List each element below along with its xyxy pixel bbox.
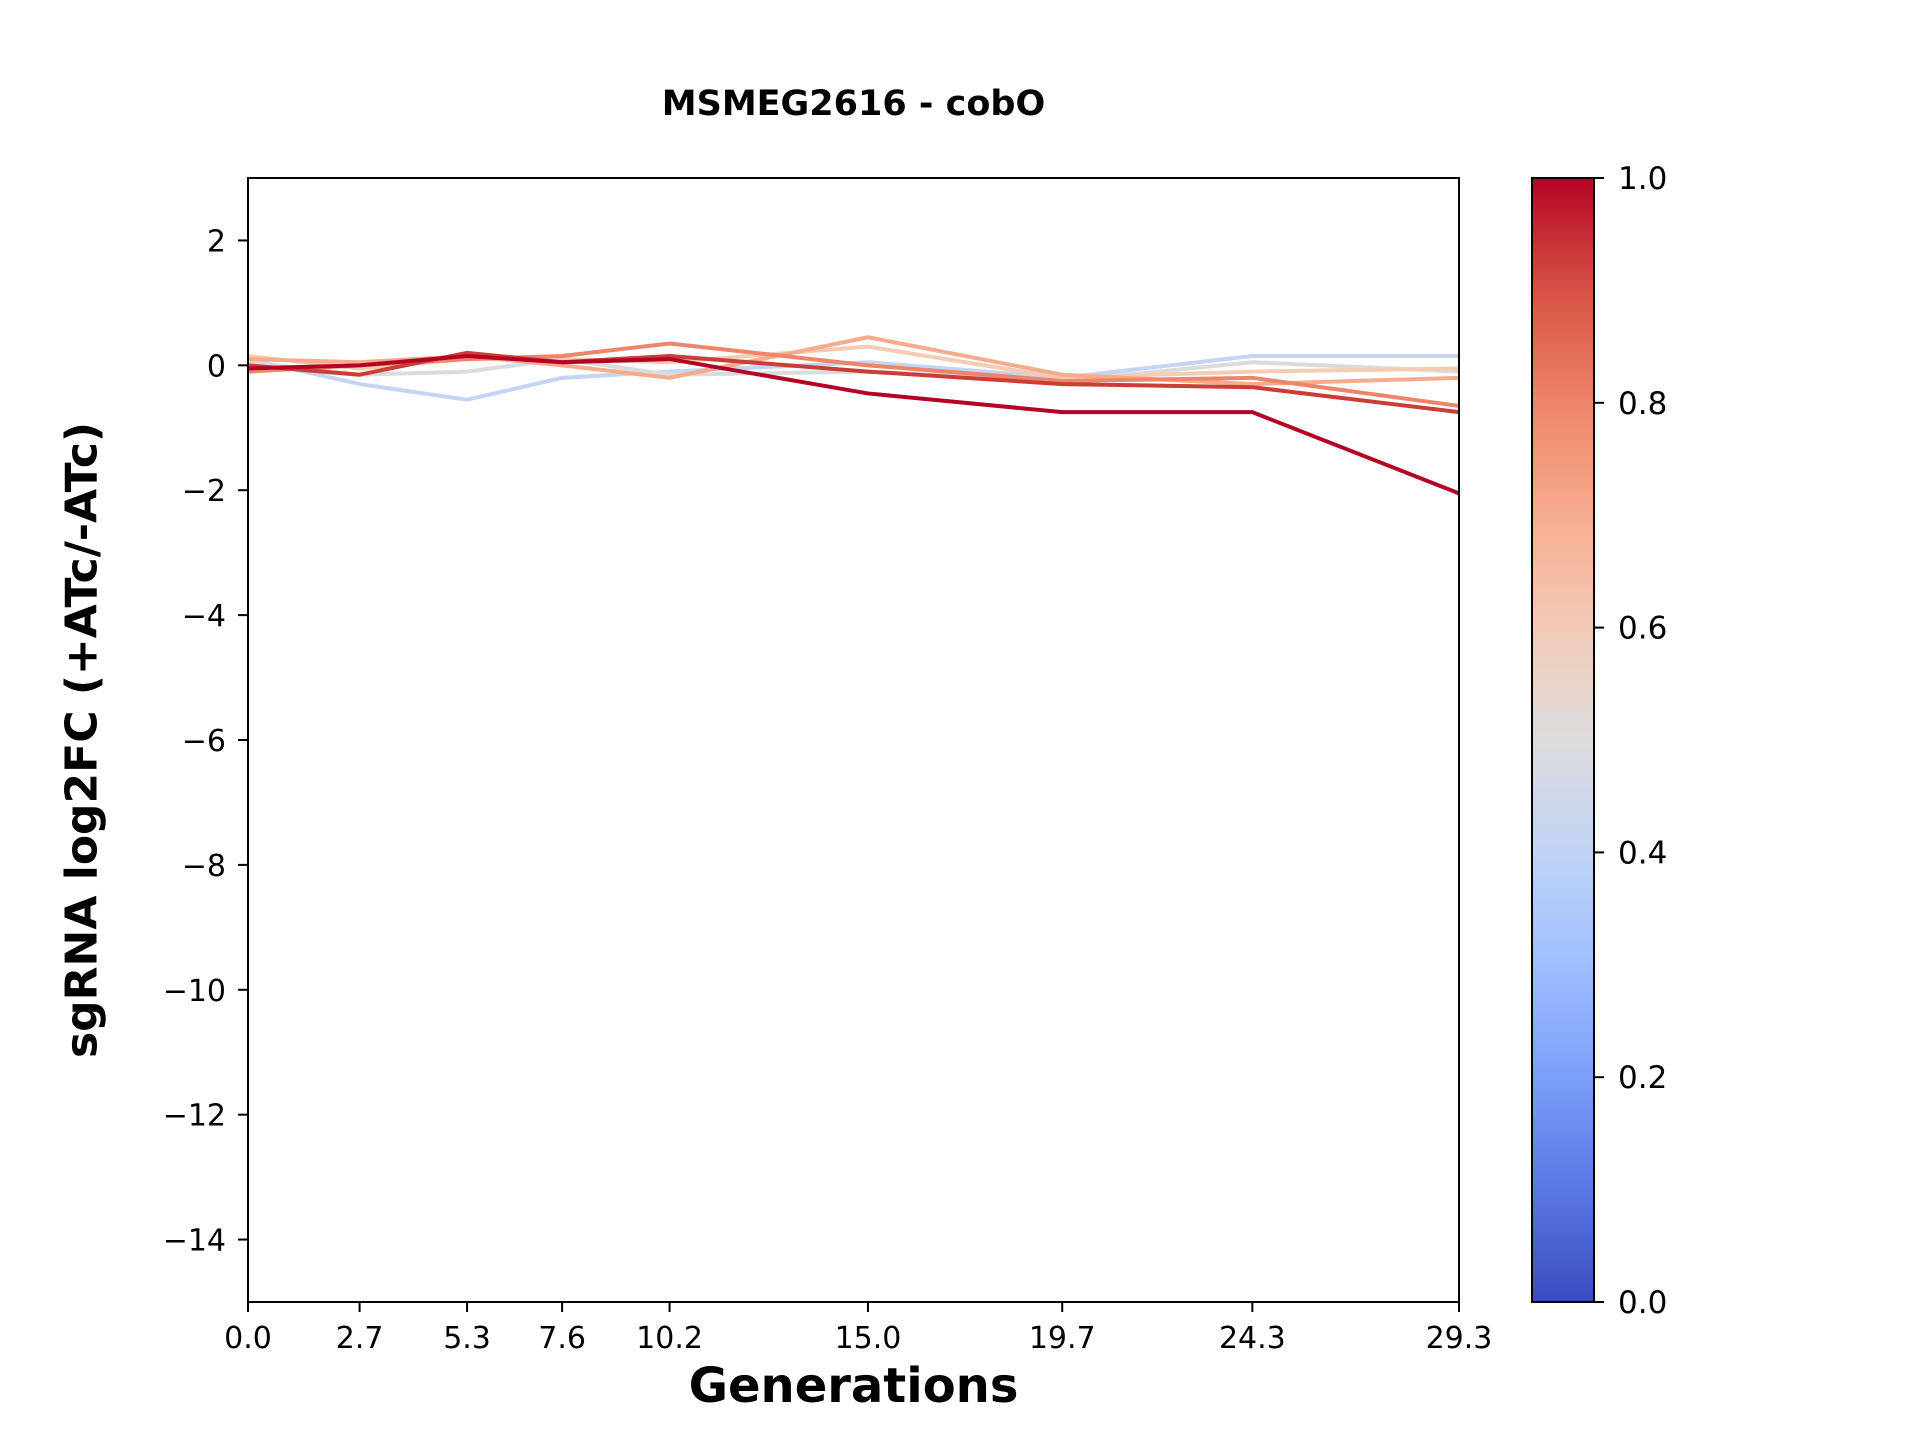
x-tick-label: 7.6: [538, 1321, 586, 1356]
x-tick-label: 2.7: [336, 1321, 384, 1356]
x-tick-label: 24.3: [1219, 1321, 1286, 1356]
series-line: [247, 357, 1460, 383]
x-tick-label: 0.0: [224, 1321, 272, 1356]
series-line: [247, 335, 1460, 387]
colorbar-tick-label: 0.4: [1618, 835, 1667, 871]
series-line: [247, 353, 1460, 496]
chart-title: MSMEG2616 - cobO: [661, 84, 1046, 124]
y-tick-label: −12: [163, 1099, 226, 1134]
colorbar-tick-label: 0.2: [1618, 1060, 1667, 1096]
x-tick-label: 10.2: [636, 1321, 703, 1356]
series-line: [247, 344, 1460, 380]
x-tick-label: 15.0: [835, 1321, 902, 1356]
x-tick-label: 19.7: [1029, 1321, 1096, 1356]
y-tick-label: −6: [182, 724, 226, 759]
colorbar-gradient: [1532, 178, 1594, 1302]
colorbar-tick-label: 0.0: [1618, 1285, 1667, 1321]
series-line: [247, 341, 1460, 408]
y-tick-label: −2: [182, 474, 226, 509]
colorbar-tick-label: 1.0: [1618, 161, 1667, 197]
y-tick-label: −8: [182, 849, 226, 884]
series-group: [247, 335, 1460, 496]
x-tick-label: 29.3: [1426, 1321, 1493, 1356]
series-line: [247, 350, 1460, 415]
x-tick-label: 5.3: [443, 1321, 491, 1356]
y-tick-label: −10: [163, 974, 226, 1009]
y-tick-label: 2: [207, 224, 226, 259]
y-tick-label: −14: [163, 1224, 226, 1259]
y-tick-label: −4: [182, 599, 226, 634]
y-tick-label: 0: [207, 349, 226, 384]
colorbar-border: [1531, 177, 1595, 1303]
axes-border: [247, 177, 1460, 1303]
colorbar-tick-label: 0.6: [1618, 611, 1667, 647]
series-line: [247, 353, 1459, 402]
x-axis-label: Generations: [688, 1358, 1019, 1414]
colorbar-tick-label: 0.8: [1618, 386, 1667, 422]
